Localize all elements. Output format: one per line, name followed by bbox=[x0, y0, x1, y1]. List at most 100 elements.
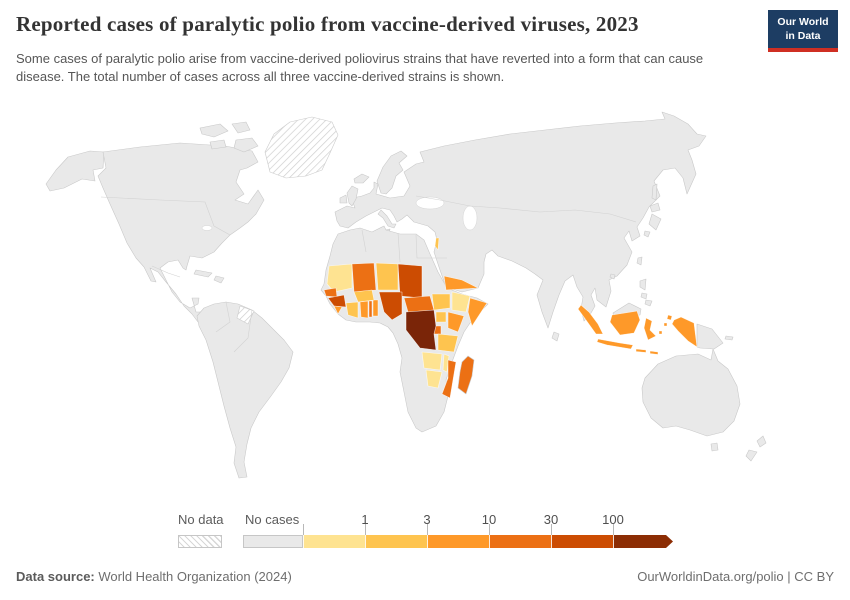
credit-line[interactable]: OurWorldinData.org/polio | CC BY bbox=[637, 569, 834, 584]
border-us-mexico bbox=[151, 265, 181, 278]
country-indonesia-maluku[interactable] bbox=[663, 322, 668, 327]
landmass-alaska[interactable] bbox=[45, 150, 105, 192]
country-papua-new-guinea[interactable] bbox=[696, 323, 724, 350]
landmass-eurasia[interactable] bbox=[334, 111, 707, 329]
legend-color-bar[interactable] bbox=[243, 535, 673, 548]
legend-no-data-swatch[interactable] bbox=[178, 535, 222, 548]
country-hispaniola[interactable] bbox=[213, 275, 225, 284]
landmass-sakhalin[interactable] bbox=[651, 183, 658, 201]
page-title: Reported cases of paralytic polio from v… bbox=[16, 12, 639, 36]
border-us-canada bbox=[100, 196, 231, 236]
country-iceland[interactable] bbox=[353, 173, 370, 184]
country-philippines[interactable] bbox=[644, 299, 653, 307]
country-zambia[interactable] bbox=[421, 351, 443, 371]
country-niger[interactable] bbox=[375, 262, 399, 291]
country-sierra-leone[interactable] bbox=[333, 305, 343, 315]
country-mali[interactable] bbox=[351, 262, 377, 293]
country-tanzania[interactable] bbox=[437, 333, 459, 353]
country-taiwan[interactable] bbox=[636, 256, 643, 266]
country-mauritania[interactable] bbox=[326, 263, 353, 293]
country-central-african-republic[interactable] bbox=[403, 295, 435, 313]
country-guyana[interactable] bbox=[236, 305, 255, 325]
legend-tick-label: 10 bbox=[481, 512, 497, 527]
owid-logo-line1: Our World bbox=[777, 16, 829, 28]
legend-swatch-bin-4[interactable] bbox=[551, 535, 613, 548]
country-democratic-republic-of-congo[interactable] bbox=[405, 309, 437, 351]
legend-swatch-bin-5[interactable] bbox=[613, 535, 673, 548]
country-togo[interactable] bbox=[368, 300, 373, 318]
country-indonesia-sumatra[interactable] bbox=[577, 304, 604, 335]
country-indonesia-papua[interactable] bbox=[671, 316, 698, 348]
country-indonesia-sulawesi[interactable] bbox=[643, 317, 657, 341]
country-japan[interactable] bbox=[648, 213, 662, 231]
country-benin[interactable] bbox=[372, 299, 379, 317]
legend-tick bbox=[303, 524, 304, 535]
country-cote-divoire[interactable] bbox=[345, 301, 359, 319]
legend-no-data-label: No data bbox=[178, 512, 224, 527]
country-australia[interactable] bbox=[641, 348, 741, 437]
landmass-arctic-islands[interactable] bbox=[231, 121, 251, 134]
legend-tick-label: 1 bbox=[361, 512, 369, 527]
landmass-scandinavia[interactable] bbox=[376, 150, 408, 195]
country-guinea[interactable] bbox=[327, 294, 347, 308]
country-mozambique[interactable] bbox=[441, 359, 457, 399]
page-subtitle: Some cases of paralytic polio arise from… bbox=[16, 51, 704, 85]
country-indonesia-lesser-sunda[interactable] bbox=[635, 348, 647, 353]
owid-logo[interactable]: Our World in Data bbox=[768, 10, 838, 53]
legend-swatch-bin-2[interactable] bbox=[427, 535, 489, 548]
data-source-value: World Health Organization (2024) bbox=[94, 569, 292, 584]
country-kenya[interactable] bbox=[447, 311, 465, 333]
country-greenland[interactable] bbox=[264, 116, 339, 179]
country-sri-lanka[interactable] bbox=[551, 331, 560, 342]
country-ethiopia[interactable] bbox=[451, 291, 471, 313]
country-indonesia-halmahera[interactable] bbox=[666, 314, 673, 321]
world-map[interactable] bbox=[0, 0, 850, 505]
legend-tick bbox=[489, 524, 490, 535]
world-map-canvas[interactable] bbox=[0, 0, 850, 505]
country-philippines[interactable] bbox=[640, 292, 648, 300]
country-madagascar[interactable] bbox=[457, 355, 475, 395]
country-ireland[interactable] bbox=[339, 194, 348, 204]
landmass-arctic-islands[interactable] bbox=[209, 139, 227, 150]
country-yemen[interactable] bbox=[443, 275, 479, 291]
legend-swatch-bin-0[interactable] bbox=[303, 535, 365, 548]
legend-swatch-bin-1[interactable] bbox=[365, 535, 427, 548]
country-cuba[interactable] bbox=[193, 269, 213, 278]
country-new-zealand[interactable] bbox=[745, 449, 758, 462]
country-united-kingdom[interactable] bbox=[346, 185, 359, 207]
country-japan[interactable] bbox=[643, 230, 651, 238]
caspian-sea bbox=[462, 205, 478, 231]
country-indonesia-java[interactable] bbox=[596, 338, 634, 350]
legend-no-cases-label: No cases bbox=[245, 512, 300, 527]
landmass-south-america[interactable] bbox=[196, 301, 294, 479]
country-indonesia-maluku[interactable] bbox=[658, 330, 663, 335]
country-indonesia-kalimantan[interactable] bbox=[609, 310, 641, 336]
landmass-north-america[interactable] bbox=[97, 142, 265, 327]
landmass-arctic-islands[interactable] bbox=[233, 137, 259, 153]
great-lakes bbox=[201, 225, 213, 231]
country-papua-new-guinea[interactable] bbox=[724, 335, 734, 341]
country-indonesia-lesser-sunda[interactable] bbox=[649, 350, 659, 355]
landmass-arctic-islands[interactable] bbox=[199, 123, 229, 138]
country-philippines[interactable] bbox=[639, 278, 647, 291]
country-israel[interactable] bbox=[434, 237, 440, 251]
legend-tick bbox=[551, 524, 552, 535]
country-malawi[interactable] bbox=[442, 353, 450, 373]
country-new-zealand[interactable] bbox=[756, 435, 767, 448]
country-ghana[interactable] bbox=[359, 300, 369, 319]
country-south-sudan[interactable] bbox=[431, 293, 451, 311]
border-north-africa bbox=[361, 229, 367, 253]
country-zimbabwe[interactable] bbox=[425, 369, 443, 389]
country-japan[interactable] bbox=[649, 202, 661, 213]
country-australia-tasmania[interactable] bbox=[710, 442, 719, 452]
country-burkina-faso[interactable] bbox=[353, 289, 375, 303]
country-nigeria[interactable] bbox=[378, 291, 403, 321]
country-hainan[interactable] bbox=[609, 273, 616, 280]
legend-tick bbox=[613, 524, 614, 535]
country-italy[interactable] bbox=[377, 209, 397, 229]
legend-swatch-no-cases[interactable] bbox=[243, 535, 303, 548]
country-uganda[interactable] bbox=[435, 311, 447, 323]
legend-swatch-bin-3[interactable] bbox=[489, 535, 551, 548]
country-somalia[interactable] bbox=[467, 297, 488, 327]
